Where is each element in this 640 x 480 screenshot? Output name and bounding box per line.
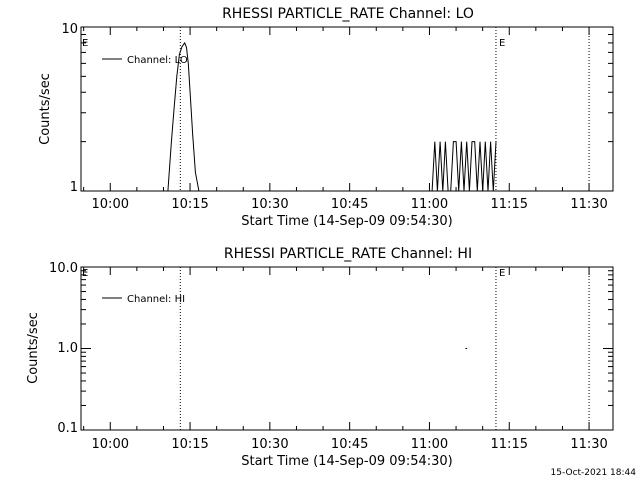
- chart-hi-x-tick-label: 11:30: [570, 437, 607, 452]
- chart-lo-y-axis-label: Counts/sec: [38, 73, 53, 145]
- chart-lo-x-tick-label: 10:30: [251, 197, 288, 212]
- chart-hi-corner-marker: E: [82, 268, 88, 279]
- chart-lo-x-tick-labels: 10:00 10:15 10:30 10:45 11:00 11:15 11:3…: [92, 197, 608, 212]
- chart-hi-event-lines: [179, 267, 590, 430]
- chart-hi-title: RHESSI PARTICLE_RATE Channel: HI: [224, 246, 472, 262]
- chart-lo-corner-marker: E: [82, 38, 88, 49]
- chart-hi-frame: [80, 266, 614, 431]
- chart-lo-x-tick-label: 11:00: [411, 197, 448, 212]
- chart-lo: RHESSI PARTICLE_RATE Channel: LO 10:00 1…: [38, 6, 614, 229]
- chart-hi-x-tick-label: 11:15: [491, 437, 528, 452]
- chart-lo-event-lines: [179, 27, 590, 191]
- chart-hi-y-tick-label: 0.1: [57, 421, 78, 436]
- chart-hi-legend-label: Channel: HI: [127, 294, 185, 305]
- chart-lo-x-tick-label: 10:00: [92, 197, 129, 212]
- footer-timestamp: 15-Oct-2021 18:44: [551, 468, 637, 478]
- chart-lo-x-axis-label: Start Time (14-Sep-09 09:54:30): [241, 214, 452, 229]
- chart-hi-x-axis-label: Start Time (14-Sep-09 09:54:30): [241, 454, 452, 469]
- chart-lo-event-label: E: [499, 38, 505, 49]
- chart-hi-x-tick-label: 10:00: [92, 437, 129, 452]
- chart-lo-title: RHESSI PARTICLE_RATE Channel: LO: [222, 6, 474, 22]
- chart-lo-x-ticks: [83, 27, 590, 191]
- chart-lo-frame: [80, 26, 614, 192]
- chart-hi-y-axis-label: Counts/sec: [26, 312, 41, 384]
- chart-lo-legend-label: Channel: LO: [127, 55, 188, 66]
- chart-lo-x-tick-label: 10:15: [171, 197, 208, 212]
- chart-hi-x-tick-label: 10:30: [251, 437, 288, 452]
- chart-hi-x-tick-label: 10:45: [331, 437, 368, 452]
- chart-hi-x-tick-label: 11:00: [411, 437, 448, 452]
- chart-hi: RHESSI PARTICLE_RATE Channel: HI 10:00 1…: [26, 246, 614, 469]
- chart-lo-x-tick-label: 11:15: [491, 197, 528, 212]
- chart-hi-x-ticks: [83, 267, 590, 430]
- chart-hi-y-tick-label: 1.0: [57, 341, 78, 356]
- chart-lo-y-ticks: [81, 26, 613, 192]
- chart-lo-y-tick-label: 10: [61, 22, 78, 37]
- chart-hi-y-ticks: [81, 266, 613, 431]
- chart-lo-x-tick-label: 10:45: [331, 197, 368, 212]
- chart-hi-y-tick-label: 10.0: [49, 261, 78, 276]
- chart-hi-event-label: E: [499, 268, 505, 279]
- chart-lo-y-tick-label: 1: [70, 180, 78, 195]
- chart-hi-x-tick-label: 10:15: [171, 437, 208, 452]
- chart-lo-x-tick-label: 11:30: [570, 197, 607, 212]
- chart-hi-x-tick-labels: 10:00 10:15 10:30 10:45 11:00 11:15 11:3…: [92, 437, 608, 452]
- chart-lo-series-line: [167, 41, 497, 192]
